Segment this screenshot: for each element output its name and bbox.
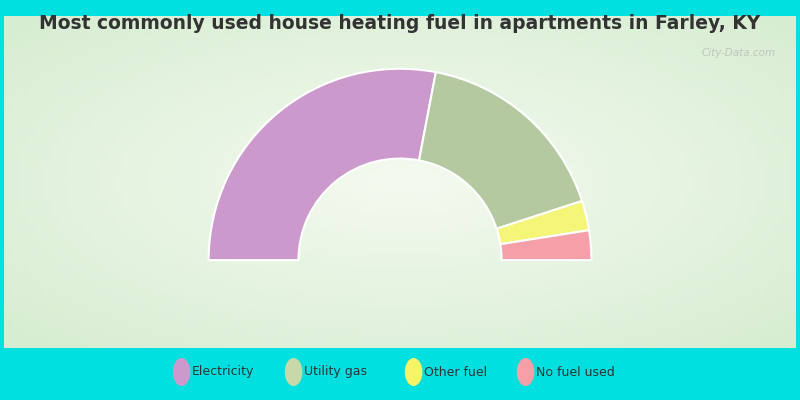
- Text: Utility gas: Utility gas: [304, 366, 367, 378]
- Ellipse shape: [285, 358, 302, 386]
- Text: No fuel used: No fuel used: [536, 366, 614, 378]
- Text: Most commonly used house heating fuel in apartments in Farley, KY: Most commonly used house heating fuel in…: [39, 14, 761, 33]
- Ellipse shape: [173, 358, 190, 386]
- Text: Other fuel: Other fuel: [424, 366, 487, 378]
- Text: Electricity: Electricity: [192, 366, 254, 378]
- Ellipse shape: [517, 358, 534, 386]
- Wedge shape: [497, 201, 589, 244]
- Wedge shape: [209, 69, 436, 260]
- Ellipse shape: [405, 358, 422, 386]
- Wedge shape: [419, 72, 582, 229]
- Text: City-Data.com: City-Data.com: [702, 48, 776, 58]
- Wedge shape: [500, 230, 591, 260]
